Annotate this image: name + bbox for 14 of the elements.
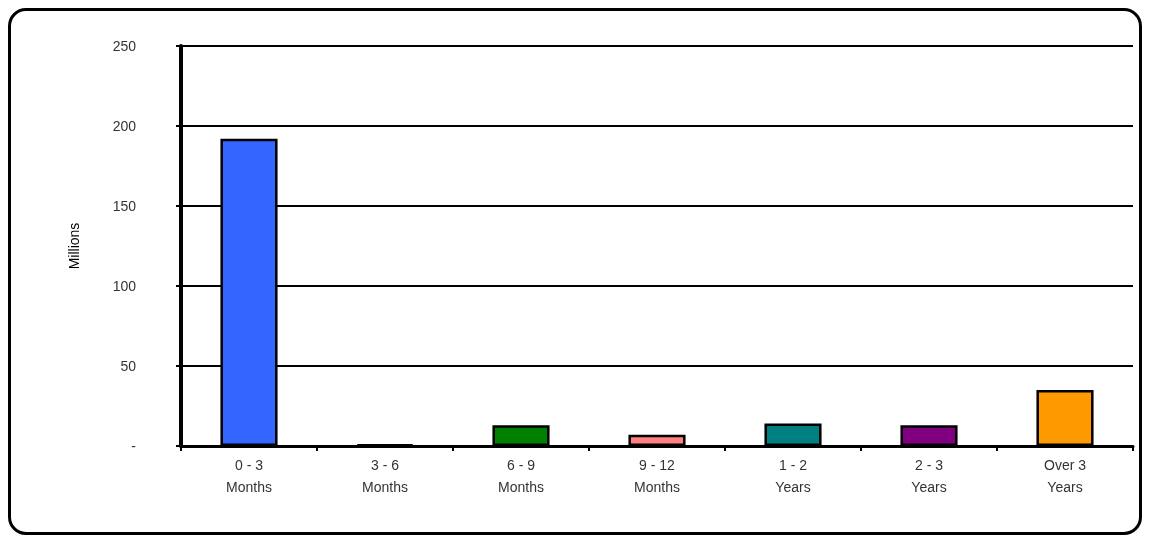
x-tick-label: 1 - 2 Years: [775, 457, 811, 495]
y-tick-label: 100: [112, 278, 137, 294]
x-tick-label: Over 3 Years: [1043, 457, 1087, 495]
y-tick-label: 150: [112, 198, 137, 214]
x-tick-label: 0 - 3 Months: [226, 457, 272, 495]
y-tick-label: -: [131, 438, 137, 454]
y-tick-label: 200: [112, 118, 137, 134]
x-tick-label: 3 - 6 Months: [362, 457, 408, 495]
y-tick-label: 250: [112, 38, 137, 54]
x-tick-label: 9 - 12 Months: [634, 457, 680, 495]
x-tick-label: 6 - 9 Months: [498, 457, 544, 495]
x-tick-label: 2 - 3 Years: [911, 457, 947, 495]
y-axis-title: Millions: [66, 222, 82, 270]
y-tick-label: 50: [120, 358, 137, 374]
